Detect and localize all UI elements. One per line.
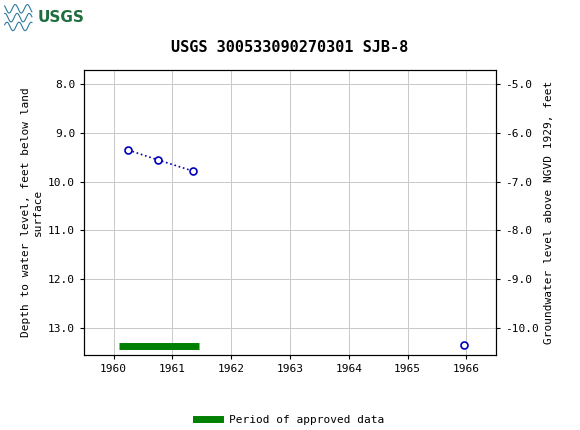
Legend: Period of approved data: Period of approved data xyxy=(191,410,389,429)
Y-axis label: Groundwater level above NGVD 1929, feet: Groundwater level above NGVD 1929, feet xyxy=(544,80,554,344)
Text: USGS: USGS xyxy=(38,10,85,25)
Y-axis label: Depth to water level, feet below land
surface: Depth to water level, feet below land su… xyxy=(21,87,42,337)
Text: USGS 300533090270301 SJB-8: USGS 300533090270301 SJB-8 xyxy=(171,40,409,55)
